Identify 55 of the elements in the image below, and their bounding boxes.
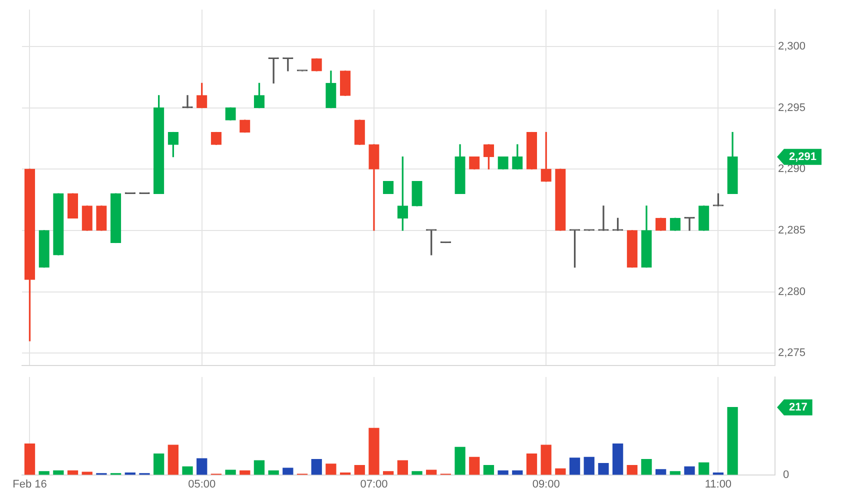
bar xyxy=(354,465,365,475)
bar xyxy=(196,458,208,475)
y-tick-label: 2,290 xyxy=(778,163,806,176)
bar xyxy=(626,465,638,475)
bar xyxy=(311,458,322,475)
bar xyxy=(469,456,480,475)
x-tick-label: Feb 16 xyxy=(12,478,47,490)
y-tick-label: 2,280 xyxy=(778,286,806,298)
bar xyxy=(598,463,609,475)
x-tick-label: 05:00 xyxy=(188,478,216,490)
bar xyxy=(268,470,279,475)
bar xyxy=(326,464,336,475)
bar xyxy=(684,466,695,475)
bar xyxy=(727,407,738,475)
bar xyxy=(412,471,422,475)
bar xyxy=(38,471,50,475)
y-tick-label: 2,285 xyxy=(778,224,806,236)
bar xyxy=(182,466,193,475)
bar xyxy=(240,470,250,475)
text: 217 xyxy=(788,401,808,414)
bar xyxy=(53,470,64,475)
bar xyxy=(397,460,408,475)
bar xyxy=(168,444,179,475)
bar xyxy=(670,471,681,475)
bar xyxy=(555,468,566,475)
bar xyxy=(612,443,624,475)
x-tick-label: 07:00 xyxy=(360,478,388,490)
y-tick-label: 2,295 xyxy=(778,102,806,114)
x-tick-label: 09:00 xyxy=(532,478,560,490)
bar xyxy=(382,471,394,475)
bar xyxy=(254,460,265,475)
bar xyxy=(512,470,523,475)
bar xyxy=(225,470,236,475)
bar xyxy=(526,454,538,475)
bar xyxy=(454,446,466,475)
bar xyxy=(426,470,437,475)
candlestick xyxy=(598,206,609,231)
bar xyxy=(67,470,78,475)
text: 2,291 xyxy=(789,150,817,163)
bar xyxy=(154,454,164,475)
x-tick-label: 11:00 xyxy=(704,478,732,490)
text: 0 xyxy=(783,468,790,481)
bar xyxy=(368,428,380,475)
bar xyxy=(24,443,36,475)
y-tick-label: 2,275 xyxy=(778,347,806,360)
bar xyxy=(483,465,494,475)
bar xyxy=(698,462,710,475)
bar xyxy=(540,444,552,475)
bar xyxy=(282,468,294,475)
bar xyxy=(569,458,580,475)
bar xyxy=(656,469,666,475)
bar xyxy=(584,456,594,475)
bar xyxy=(498,470,508,475)
bar xyxy=(641,458,652,475)
y-tick-label: 2,300 xyxy=(778,40,806,52)
